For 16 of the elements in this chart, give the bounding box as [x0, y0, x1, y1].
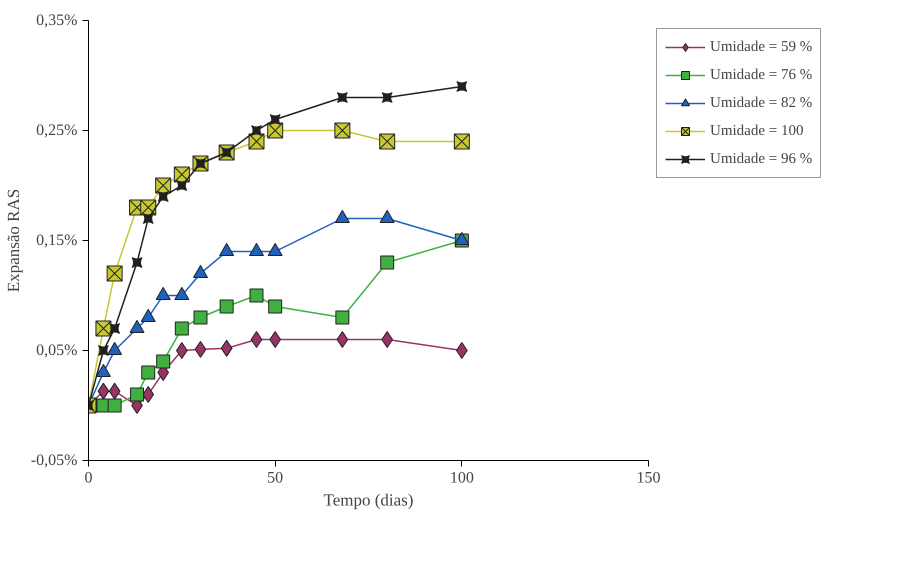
legend-label: Umidade = 59 % [710, 38, 812, 56]
x-tick-label: 150 [636, 470, 660, 486]
legend-label: Umidade = 100 [710, 122, 804, 140]
x-tick-label: 50 [267, 470, 284, 486]
y-tick-label: -0,05% [30, 452, 78, 469]
y-tick-label: 0,25% [36, 122, 78, 139]
x-tick-label: 100 [450, 470, 474, 486]
y-tick-label: 0,05% [36, 342, 78, 359]
y-tick-label: 0,15% [36, 232, 78, 249]
y-axis-title: Expansão RAS [4, 188, 23, 292]
x-tick-label: 0 [84, 470, 92, 486]
legend-label: Umidade = 96 % [710, 150, 812, 168]
legend-label: Umidade = 76 % [710, 66, 812, 84]
x-axis-title: Tempo (dias) [324, 490, 414, 510]
legend-label: Umidade = 82 % [710, 94, 812, 112]
y-tick-label: 0,35% [36, 12, 78, 29]
